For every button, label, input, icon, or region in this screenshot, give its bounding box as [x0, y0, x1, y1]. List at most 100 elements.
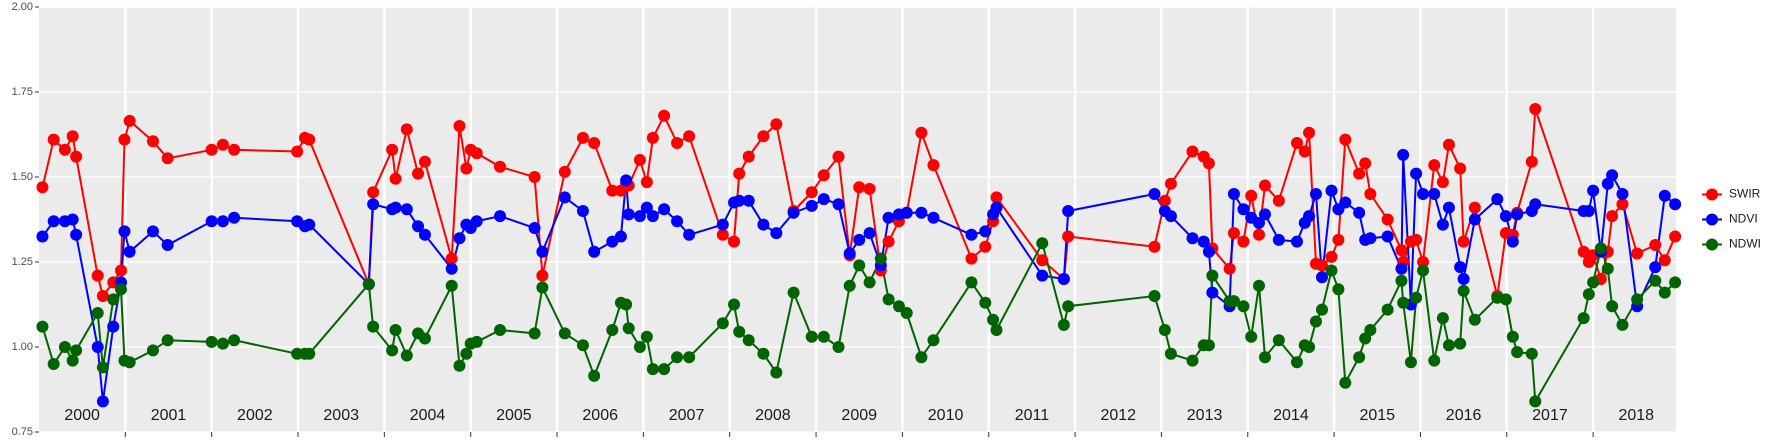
data-point — [576, 205, 589, 217]
data-point — [91, 341, 104, 353]
data-point — [1417, 264, 1430, 277]
data-point — [494, 210, 507, 223]
data-point — [470, 215, 483, 228]
data-point — [965, 228, 978, 241]
data-point — [716, 317, 729, 330]
x-tick-label: 2003 — [323, 407, 359, 424]
data-point — [1491, 193, 1504, 206]
data-point — [1237, 300, 1250, 313]
data-point — [1587, 184, 1600, 197]
data-point — [853, 259, 866, 272]
data-point — [1582, 288, 1595, 301]
data-point — [1259, 179, 1272, 192]
data-point — [1428, 354, 1441, 367]
data-point — [1148, 240, 1161, 253]
data-point — [1587, 276, 1600, 289]
data-point — [1457, 235, 1470, 248]
data-point — [1202, 339, 1215, 352]
data-point — [96, 395, 109, 408]
data-point — [742, 334, 755, 347]
data-point — [107, 320, 120, 333]
data-point — [412, 167, 425, 180]
data-point — [900, 307, 913, 319]
data-point — [91, 269, 104, 282]
data-point — [606, 235, 619, 248]
data-point — [362, 278, 375, 291]
data-point — [1499, 293, 1512, 306]
data-point — [1436, 312, 1449, 325]
data-point — [990, 191, 1003, 204]
x-tick-label: 2018 — [1618, 407, 1654, 424]
data-point — [733, 167, 746, 180]
data-point — [1164, 347, 1177, 360]
data-point — [1036, 254, 1049, 267]
data-point — [817, 330, 830, 343]
x-tick-label: 2010 — [928, 407, 964, 424]
data-point — [633, 341, 646, 353]
data-point — [418, 332, 431, 345]
data-point — [588, 369, 601, 382]
data-point — [614, 230, 627, 243]
data-point — [389, 201, 402, 214]
data-point — [303, 347, 316, 360]
data-point — [1036, 269, 1049, 282]
data-point — [1616, 198, 1629, 211]
data-point — [658, 363, 671, 376]
data-point — [622, 208, 635, 221]
data-point — [1506, 330, 1519, 343]
data-point — [1381, 213, 1394, 226]
data-point — [990, 324, 1003, 336]
data-point — [1395, 274, 1408, 287]
data-point — [576, 131, 589, 144]
data-point — [558, 191, 571, 204]
data-point — [1454, 261, 1467, 274]
data-point — [528, 171, 541, 183]
data-point — [757, 130, 770, 143]
data-point — [1381, 230, 1394, 243]
x-tick-label: 2017 — [1532, 407, 1568, 424]
data-point — [817, 169, 830, 182]
data-point — [1202, 157, 1215, 170]
x-tick-label: 2007 — [669, 407, 705, 424]
data-point — [1259, 351, 1272, 364]
data-point — [882, 235, 895, 248]
data-point — [418, 155, 431, 168]
data-point — [576, 339, 589, 352]
data-point — [367, 320, 380, 333]
data-point — [1303, 126, 1316, 139]
data-point — [536, 245, 549, 258]
data-point — [1442, 201, 1455, 214]
data-point — [1529, 103, 1542, 115]
data-point — [115, 264, 128, 277]
data-point — [1364, 232, 1377, 245]
data-point — [1197, 235, 1210, 248]
data-point — [400, 349, 413, 362]
data-point — [1298, 145, 1311, 158]
data-point — [123, 356, 136, 369]
x-tick-label: 2006 — [582, 407, 618, 424]
data-point — [606, 324, 619, 336]
data-point — [1164, 210, 1177, 223]
data-point — [70, 344, 83, 357]
legend-label: NDWI — [1729, 237, 1761, 251]
data-point — [1669, 276, 1682, 289]
data-point — [1062, 230, 1075, 243]
data-point — [228, 334, 241, 347]
data-point — [915, 206, 928, 219]
data-point — [1397, 296, 1410, 309]
data-point — [1525, 347, 1538, 360]
data-point — [1303, 210, 1316, 223]
data-point — [1649, 261, 1662, 274]
data-point — [303, 133, 316, 146]
data-point — [1057, 318, 1070, 331]
data-point — [805, 186, 818, 199]
data-point — [863, 227, 876, 240]
data-point — [1658, 254, 1671, 267]
data-point — [646, 131, 659, 144]
data-point — [817, 193, 830, 206]
data-point — [123, 245, 136, 258]
data-point — [927, 211, 940, 224]
data-point — [1227, 295, 1240, 308]
data-point — [1206, 269, 1219, 282]
